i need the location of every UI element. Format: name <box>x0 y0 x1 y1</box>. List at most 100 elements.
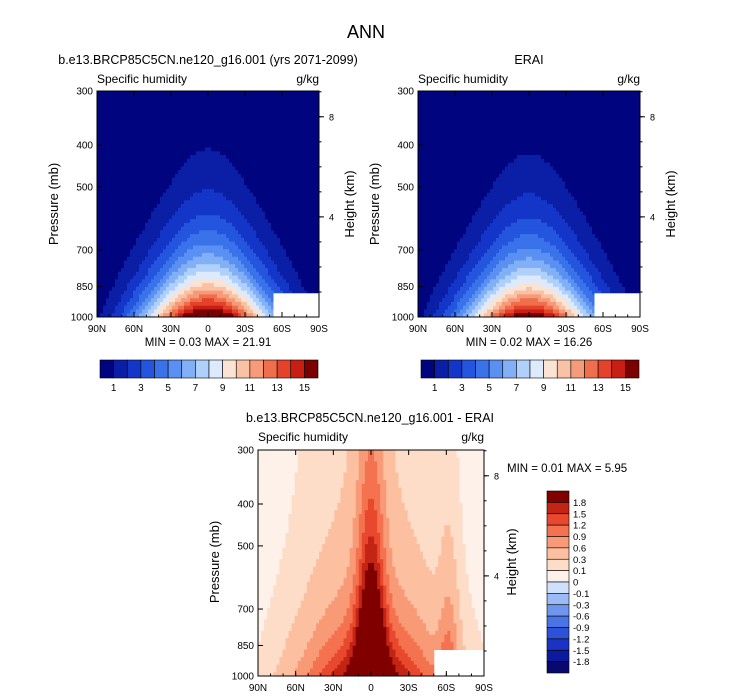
field-cell <box>106 200 110 205</box>
field-cell <box>310 124 314 130</box>
field-cell <box>259 188 263 194</box>
field-cell <box>418 109 422 115</box>
field-cell <box>280 279 284 284</box>
field-cell <box>238 128 242 134</box>
field-cell <box>106 215 110 220</box>
field-cell <box>604 91 608 96</box>
field-cell <box>238 207 242 213</box>
field-cell <box>232 245 236 250</box>
field-cell <box>550 109 554 115</box>
field-cell <box>169 196 173 201</box>
field-cell <box>169 132 173 137</box>
field-cell <box>130 124 134 130</box>
field-cell <box>181 283 185 288</box>
field-cell <box>265 256 269 262</box>
field-cell <box>115 173 119 179</box>
field-cell <box>241 215 245 220</box>
field-cell <box>100 136 104 141</box>
field-cell <box>199 290 203 295</box>
field-cell <box>220 313 224 317</box>
field-cell <box>178 106 182 111</box>
field-cell <box>205 305 209 311</box>
field-cell <box>208 151 212 156</box>
field-cell <box>97 139 101 145</box>
field-cell <box>310 219 314 224</box>
field-cell <box>223 241 227 247</box>
field-cell <box>118 136 122 141</box>
field-cell <box>199 204 203 209</box>
field-cell <box>199 279 203 284</box>
units-label: g/kg <box>617 72 640 86</box>
field-cell <box>202 151 206 156</box>
field-cell <box>154 222 158 228</box>
field-cell <box>100 196 104 201</box>
field-cell <box>127 155 131 160</box>
field-cell <box>148 162 152 167</box>
field-cell <box>220 196 224 201</box>
field-cell <box>256 185 260 190</box>
field-cell <box>178 117 182 122</box>
field-cell <box>127 207 131 213</box>
field-cell <box>226 252 230 258</box>
field-cell <box>184 162 188 167</box>
field-cell <box>292 283 296 288</box>
field-cell <box>175 170 179 175</box>
field-cell <box>133 166 137 171</box>
field-cell <box>139 143 143 149</box>
field-cell <box>172 294 176 299</box>
field-cell <box>283 230 287 235</box>
field-cell <box>280 185 284 190</box>
field-cell <box>235 249 239 254</box>
field-cell <box>271 313 275 317</box>
field-cell <box>166 264 170 269</box>
field-cell <box>142 237 146 243</box>
field-cell <box>298 158 302 164</box>
field-cell <box>190 136 194 141</box>
field-cell <box>127 113 131 118</box>
field-cell <box>190 309 194 314</box>
field-cell <box>160 185 164 190</box>
field-cell <box>544 102 548 107</box>
field-cell <box>268 309 272 314</box>
field-cell <box>223 204 227 209</box>
field-cell <box>220 166 224 171</box>
field-cell <box>289 271 293 277</box>
field-cell <box>118 226 122 231</box>
field-cell <box>220 271 224 277</box>
field-cell <box>124 268 128 273</box>
field-cell <box>256 181 260 186</box>
field-cell <box>208 155 212 160</box>
field-cell <box>112 234 116 239</box>
field-cell <box>310 139 314 145</box>
field-cell <box>247 185 251 190</box>
field-cell <box>163 215 167 220</box>
field-cell <box>274 245 278 250</box>
field-cell <box>454 94 458 100</box>
field-cell <box>139 121 143 126</box>
field-cell <box>157 222 161 228</box>
field-cell <box>223 252 227 258</box>
field-cell <box>292 98 296 103</box>
field-cell <box>199 132 203 137</box>
field-cell <box>262 230 266 235</box>
field-cell <box>241 298 245 303</box>
field-cell <box>112 268 116 273</box>
field-cell <box>142 283 146 288</box>
field-cell <box>205 230 209 235</box>
field-cell <box>232 132 236 137</box>
field-cell <box>193 211 197 216</box>
field-cell <box>421 113 425 118</box>
field-cell <box>178 177 182 182</box>
field-cell <box>217 264 221 269</box>
field-cell <box>544 109 548 115</box>
field-cell <box>295 117 299 122</box>
field-cell <box>133 211 137 216</box>
field-cell <box>136 237 140 243</box>
field-cell <box>235 211 239 216</box>
field-cell <box>568 98 572 103</box>
field-cell <box>232 143 236 149</box>
field-cell <box>103 264 107 269</box>
field-cell <box>166 155 170 160</box>
field-cell <box>133 173 137 179</box>
field-cell <box>196 237 200 243</box>
